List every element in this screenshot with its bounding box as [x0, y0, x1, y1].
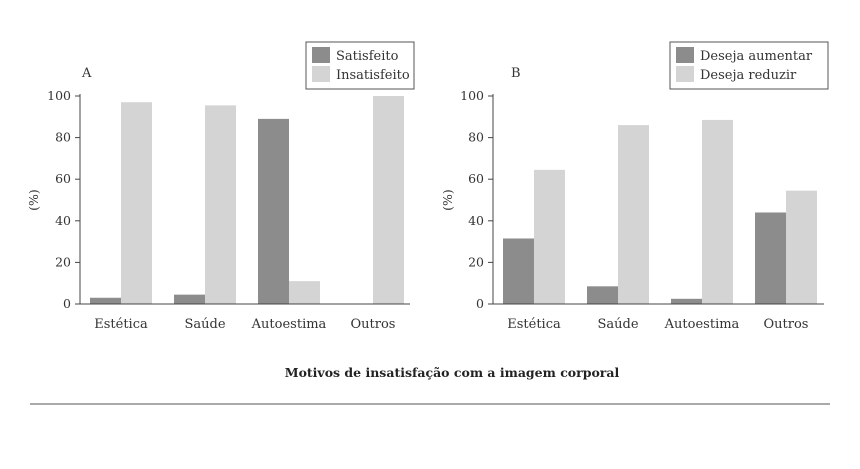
category-label: Autoestima: [251, 317, 327, 332]
bar-b-0-1: [534, 169, 565, 304]
category-label: Autoestima: [664, 317, 740, 332]
bar-a-1-0: [174, 294, 205, 304]
legend: Deseja aumentar Deseja reduzir: [669, 41, 829, 90]
y-axis-label: (%): [440, 189, 455, 211]
y-tick-label: 20: [468, 254, 484, 269]
bar-b-3-1: [786, 190, 817, 304]
legend-label: Deseja reduzir: [700, 68, 797, 83]
legend-label: Satisfeito: [336, 49, 399, 64]
bar-b-1-1: [618, 125, 649, 305]
y-tick-label: 80: [55, 130, 71, 145]
legend-label: Deseja aumentar: [700, 49, 813, 64]
bar-b-1-0: [587, 286, 618, 304]
legend-label: Insatisfeito: [336, 68, 410, 83]
y-tick-label: 60: [55, 171, 71, 186]
bar-a-2-1: [289, 281, 320, 304]
legend-swatch: [312, 47, 330, 63]
y-tick-label: 80: [468, 130, 484, 145]
bar-b-3-0: [755, 212, 786, 304]
bar-a-2-0: [258, 118, 289, 304]
y-tick-label: 100: [47, 88, 71, 103]
y-tick-label: 100: [460, 88, 484, 103]
legend-swatch: [676, 66, 694, 82]
legend-swatch: [312, 66, 330, 82]
legend: Satisfeito Insatisfeito: [305, 41, 415, 90]
bar-a-0-0: [90, 297, 121, 304]
bar-a-3-1: [373, 96, 404, 304]
category-label: Estética: [507, 317, 561, 332]
y-tick-label: 40: [55, 213, 71, 228]
panel-a: A Estética Saúde Autoestima Outros 0 20 40 60 80 1…: [26, 41, 415, 332]
figure-caption: Motivos de insatisfação com a imagem cor…: [285, 365, 620, 380]
legend-swatch: [676, 47, 694, 63]
y-tick-label: 40: [468, 213, 484, 228]
bar-a-0-1: [121, 102, 152, 305]
category-label: Saúde: [184, 317, 225, 332]
category-label: Outros: [351, 317, 396, 332]
legend-box: [669, 41, 829, 90]
y-tick-label: 0: [63, 296, 71, 311]
bar-a-1-1: [205, 105, 236, 304]
bar-b-2-0: [671, 298, 702, 304]
category-label: Estética: [94, 317, 148, 332]
bar-b-0-0: [503, 238, 534, 304]
category-label: Saúde: [597, 317, 638, 332]
y-tick-label: 20: [55, 254, 71, 269]
panel-letter: A: [81, 66, 92, 81]
panel-b: B Estética Saúde Autoestima Outros 0 20 40 60 80 1…: [440, 41, 829, 332]
y-tick-label: 60: [468, 171, 484, 186]
y-tick-label: 0: [476, 296, 484, 311]
y-axis-label: (%): [26, 189, 41, 211]
category-label: Outros: [764, 317, 809, 332]
panel-letter: B: [511, 66, 521, 81]
bar-b-2-1: [702, 119, 733, 304]
